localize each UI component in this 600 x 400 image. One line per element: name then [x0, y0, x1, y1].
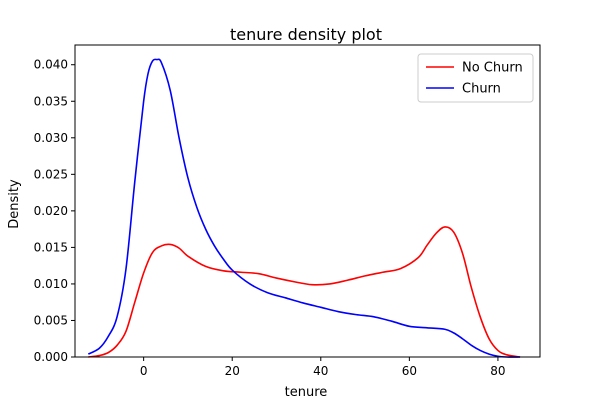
axes: 0 20 40 60 80 0.000 0.005 0.010 0.015 0.020 0.025 0…	[34, 44, 541, 378]
x-tick-label: 60	[402, 364, 417, 378]
x-tick-label: 80	[490, 364, 505, 378]
y-axis-label: Density	[7, 179, 22, 229]
y-tick-label: 0.020	[34, 204, 68, 218]
y-tick-label: 0.010	[34, 277, 68, 291]
y-tick-label: 0.005	[34, 313, 68, 327]
y-tick-label: 0.015	[34, 240, 68, 254]
legend-box	[417, 53, 534, 103]
plot-frame	[74, 44, 541, 358]
x-axis-label: tenure	[285, 385, 328, 400]
y-tick-label: 0.000	[34, 350, 68, 364]
plot-area	[87, 58, 521, 358]
chart-title: tenure density plot	[230, 25, 382, 44]
legend: No Churn Churn	[417, 53, 534, 103]
y-tick-label: 0.025	[34, 167, 68, 181]
legend-label: No Churn	[462, 61, 523, 76]
series-line-2	[87, 58, 521, 358]
x-tick-label: 20	[225, 364, 240, 378]
y-tick-label: 0.040	[34, 58, 68, 72]
x-tick-label: 40	[313, 364, 328, 378]
legend-label: Churn	[462, 82, 501, 97]
y-tick-label: 0.030	[34, 131, 68, 145]
x-tick-label: 0	[140, 364, 148, 378]
y-tick-label: 0.035	[34, 94, 68, 108]
series-line-1	[88, 226, 521, 358]
